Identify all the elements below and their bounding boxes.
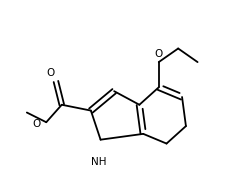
Text: O: O	[32, 119, 40, 129]
Text: O: O	[46, 68, 54, 78]
Text: NH: NH	[91, 157, 106, 167]
Text: O: O	[155, 49, 163, 59]
